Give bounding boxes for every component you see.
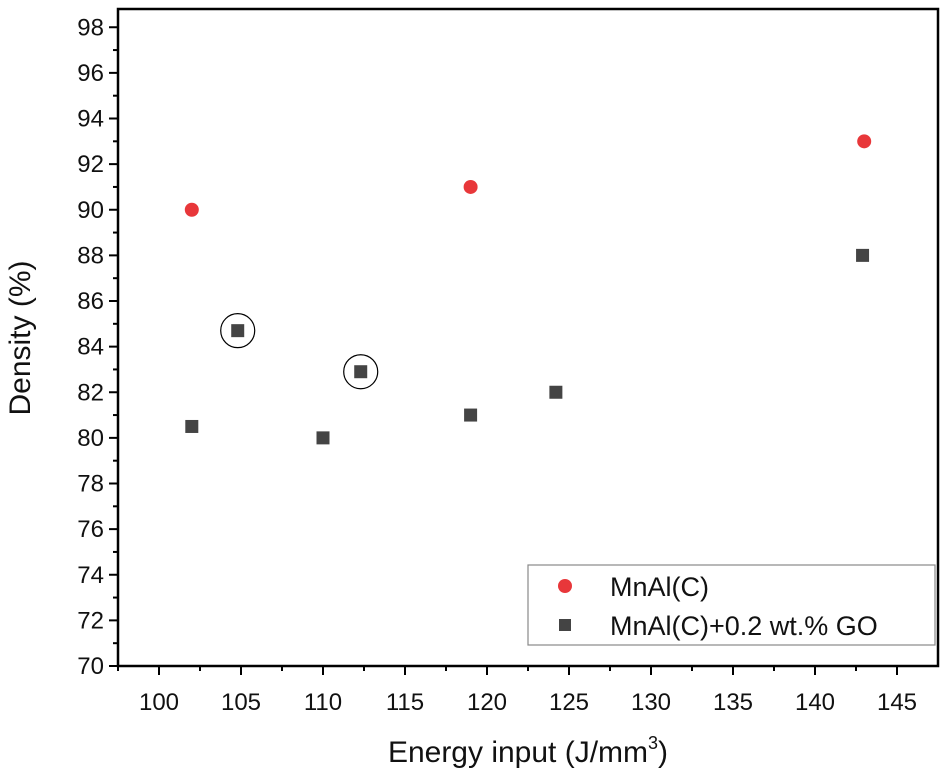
x-tick-label: 105: [221, 689, 261, 716]
y-tick-label: 88: [77, 242, 104, 269]
data-point-square: [354, 365, 368, 379]
y-tick-label: 86: [77, 288, 104, 315]
data-point-square: [185, 419, 199, 433]
legend: MnAl(C) MnAl(C)+0.2 wt.% GO: [527, 564, 936, 646]
x-tick-label: 115: [386, 689, 424, 716]
y-tick-label: 96: [77, 60, 104, 87]
y-tick-label: 74: [77, 562, 104, 589]
x-tick-label: 140: [795, 689, 835, 716]
data-point-circle: [857, 134, 872, 149]
x-tick-label: 145: [877, 689, 917, 716]
legend-marker-circle: [558, 579, 572, 593]
y-tick-label: 90: [77, 197, 104, 224]
highlight-circle: [220, 313, 256, 349]
y-tick-label: 78: [77, 471, 104, 498]
x-tick-label: 100: [139, 689, 179, 716]
x-axis-label: Energy input (J/mm3): [388, 733, 668, 769]
legend-label: MnAl(C)+0.2 wt.% GO: [610, 611, 878, 641]
y-tick-label: 70: [77, 653, 104, 680]
y-tick-label: 84: [77, 334, 104, 361]
data-point-square: [464, 408, 478, 422]
x-tick-label: 130: [631, 689, 671, 716]
data-point-square: [316, 431, 330, 445]
y-tick-label: 92: [77, 151, 104, 178]
y-tick-label: 76: [77, 516, 104, 543]
data-point-circle: [463, 179, 478, 194]
data-point-square: [231, 324, 245, 338]
x-tick-label: 120: [467, 689, 507, 716]
plot-frame: [116, 7, 940, 668]
y-tick-label: 94: [77, 106, 104, 133]
legend-label: MnAl(C): [610, 572, 709, 602]
y-tick-label: 82: [77, 379, 104, 406]
y-axis-label: Density (%): [4, 260, 37, 415]
x-tick-label: 135: [713, 689, 753, 716]
data-point-square: [856, 248, 870, 262]
legend-marker-square: [559, 619, 571, 631]
data-point-circle: [184, 202, 199, 217]
y-tick-label: 80: [77, 425, 104, 452]
x-tick-label: 110: [304, 689, 342, 716]
data-point-square: [549, 385, 563, 399]
x-tick-label: 125: [549, 689, 589, 716]
y-tick-label: 72: [77, 607, 104, 634]
highlight-circle: [343, 354, 379, 390]
y-tick-label: 98: [77, 14, 104, 41]
